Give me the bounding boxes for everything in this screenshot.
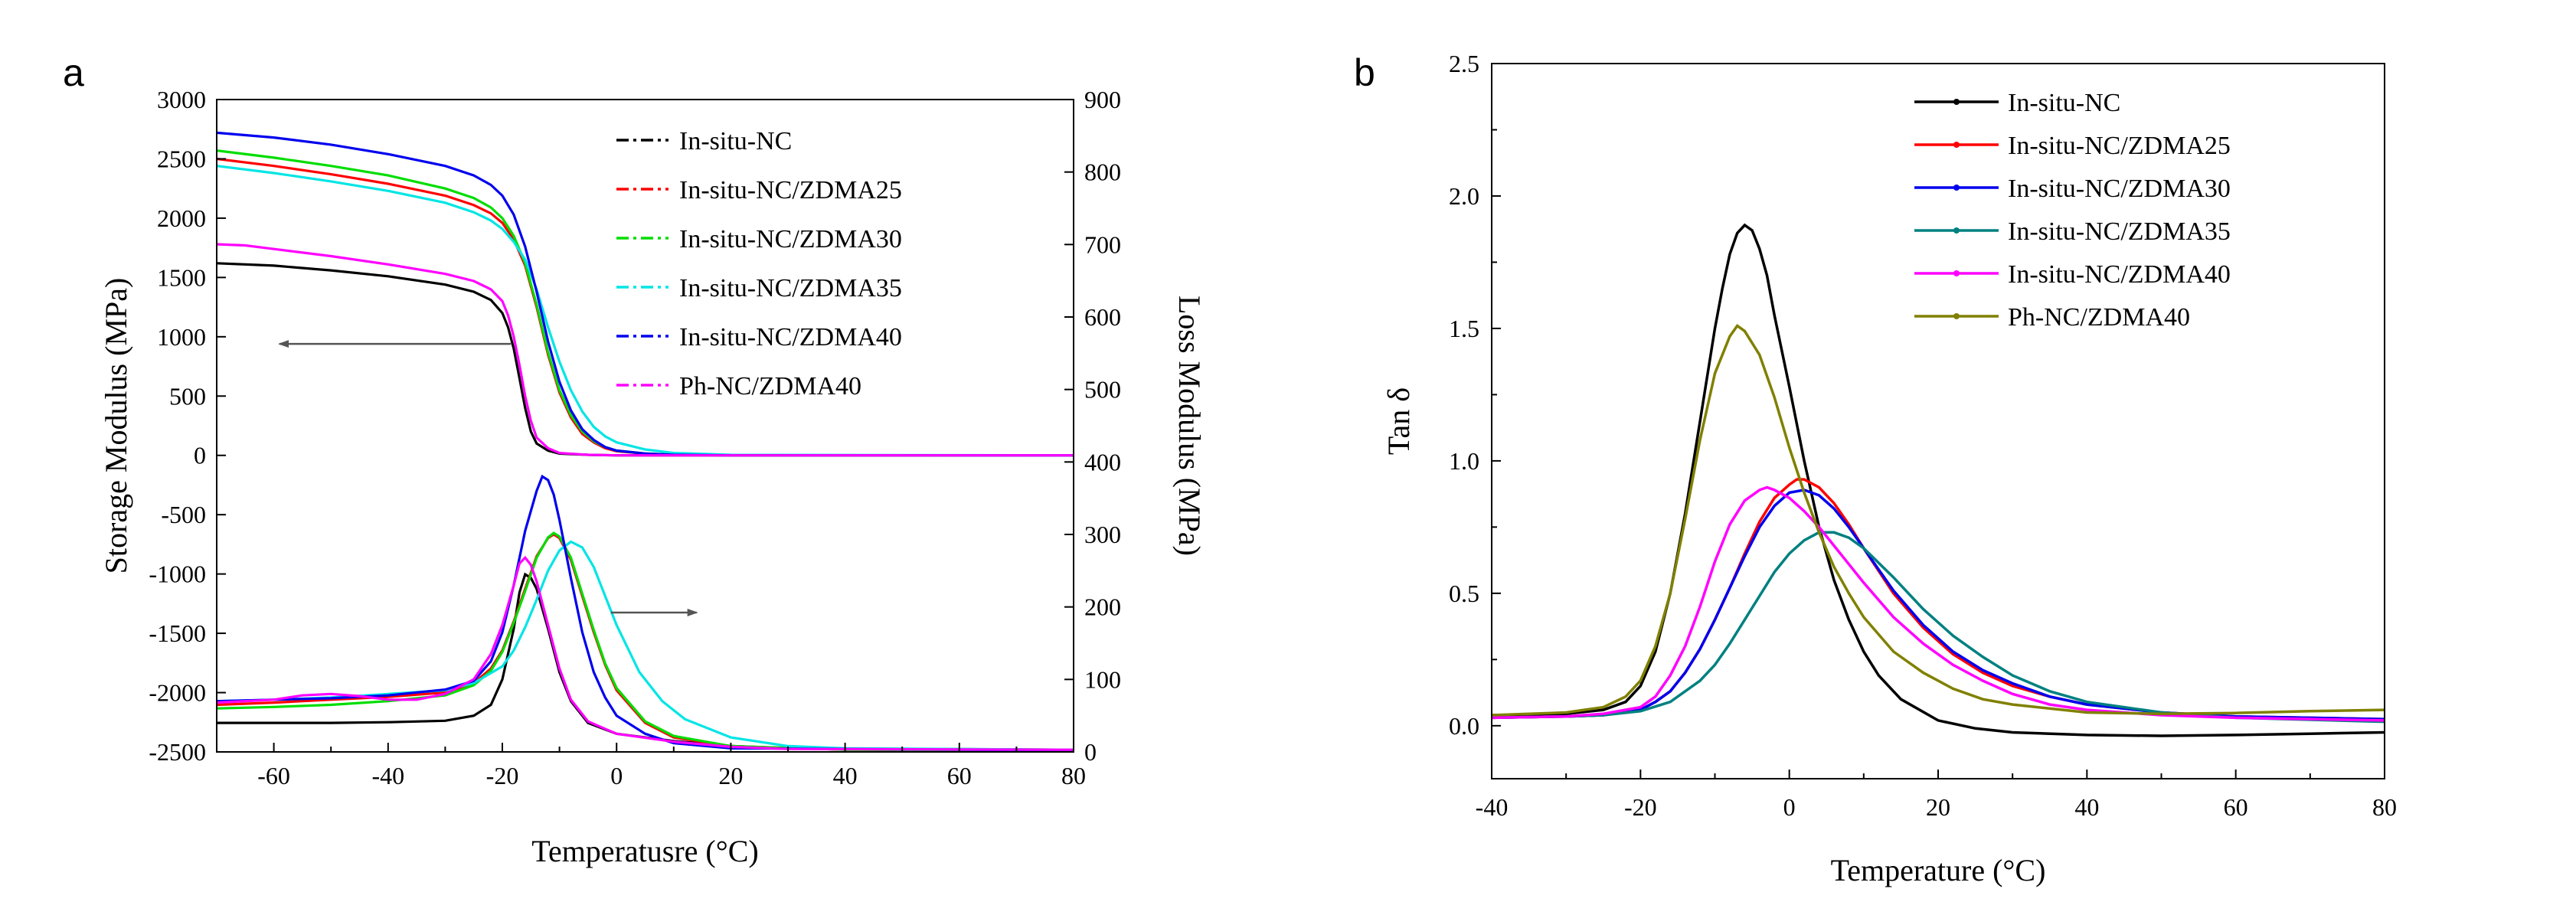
panel-b-legend-marker xyxy=(1953,99,1960,105)
panel-a-storage-line-1 xyxy=(217,157,1074,457)
panel-a-y2-axis-title: Loss Modulus (MPa) xyxy=(1172,296,1207,556)
panel-a-legend: In-situ-NC In-situ-NC/ZDMA25 In-situ-NC/ZD… xyxy=(616,127,902,400)
panel-a-y2-tick-label: 600 xyxy=(1084,303,1121,331)
panel-a-y-tick-label: 500 xyxy=(169,382,206,410)
panel-b-legend-label: In-situ-NC/ZDMA40 xyxy=(2008,260,2231,289)
panel-b-x-tick-label: 0 xyxy=(1783,793,1796,821)
panel-b-tan-delta-line-2 xyxy=(1492,489,2385,721)
panel-b-legend-marker xyxy=(1953,227,1960,234)
panel-a-x-tick-label: -40 xyxy=(371,762,404,789)
panel-a-x-tick-label: 20 xyxy=(718,762,743,789)
panel-a-loss-line-4 xyxy=(217,474,1074,752)
panel-a-y-tick-label: 0 xyxy=(194,442,206,469)
panel-a-legend-label: In-situ-NC/ZDMA25 xyxy=(679,176,902,204)
panel-a-loss-line-3 xyxy=(217,540,1074,751)
panel-b-legend-label: In-situ-NC/ZDMA35 xyxy=(2008,217,2231,246)
panel-a-legend-label: In-situ-NC/ZDMA35 xyxy=(679,274,902,302)
panel-b-x-axis-title: Temperature (°C) xyxy=(1831,853,2046,887)
panel-a-y-tick-label: 2000 xyxy=(157,204,206,232)
panel-b-x-tick-label: 80 xyxy=(2372,793,2397,821)
panel-a-y2-tick-label: 700 xyxy=(1084,230,1121,258)
panel-b-legend-marker xyxy=(1953,270,1960,276)
panel-b-y-axis-title: Tan δ xyxy=(1381,387,1416,455)
panel-a-y-tick-label: 2500 xyxy=(157,145,206,172)
panel-a-legend-label: In-situ-NC/ZDMA30 xyxy=(679,225,902,253)
panel-b-y-tick-label: 0.0 xyxy=(1449,712,1479,740)
panel-a-y2-tick-label: 400 xyxy=(1084,448,1121,475)
panel-a-x-tick-label: 40 xyxy=(833,762,858,789)
panel-a-y-tick-label: -2000 xyxy=(149,679,206,707)
panel-b-legend-label: In-situ-NC/ZDMA30 xyxy=(2008,175,2231,203)
panel-a-legend-label: Ph-NC/ZDMA40 xyxy=(679,372,861,400)
panel-b-chart: b -40 -20 0 20 40 60 80 0.0 0.5 1.0 1.5 2.0 2.5 Tem… xyxy=(1354,50,2397,887)
panel-b-plot-frame xyxy=(1491,63,2385,779)
panel-b-y-tick-label: 2.0 xyxy=(1449,182,1479,210)
panel-a-legend-label: In-situ-NC/ZDMA40 xyxy=(679,323,902,351)
panel-a-x-tick-label: -60 xyxy=(257,762,290,789)
panel-a-storage-line-3 xyxy=(217,165,1074,457)
panel-b-x-tick-label: 40 xyxy=(2074,793,2099,821)
panel-a-y2-tick-label: 300 xyxy=(1084,521,1121,548)
panel-a-x-tick-label: -20 xyxy=(486,762,519,789)
panel-a-x-ticks: -60 -40 -20 0 20 40 60 80 xyxy=(216,743,1086,789)
panel-b-legend: In-situ-NC In-situ-NC/ZDMA25 In-situ-NC/ZD… xyxy=(1914,89,2231,332)
panel-a-chart: a -60 -40 -20 0 20 40 60 80 -2500 -2000 -1500 -100… xyxy=(63,51,1207,868)
panel-a-letter: a xyxy=(63,51,84,94)
panel-b-y-tick-label: 1.5 xyxy=(1449,315,1479,342)
panel-a-y-axis-title: Storage Modulus (MPa) xyxy=(99,278,133,574)
panel-a-y2-ticks: 0 100 200 300 400 500 600 700 800 900 xyxy=(1064,86,1121,766)
panel-b-x-tick-label: -40 xyxy=(1476,793,1509,821)
panel-b-x-ticks: -40 -20 0 20 40 60 80 xyxy=(1476,770,2397,821)
panel-b-y-tick-label: 2.5 xyxy=(1449,50,1479,77)
panel-a-y-tick-label: -1500 xyxy=(149,619,206,647)
panel-a-loss-line-5 xyxy=(217,555,1074,751)
panel-b-y-tick-label: 1.0 xyxy=(1449,447,1479,475)
panel-b-legend-label: Ph-NC/ZDMA40 xyxy=(2008,303,2190,332)
panel-a-y2-tick-label: 0 xyxy=(1084,738,1097,766)
panel-b-y-ticks: 0.0 0.5 1.0 1.5 2.0 2.5 xyxy=(1449,50,1501,740)
panel-b-legend-label: In-situ-NC/ZDMA25 xyxy=(2008,132,2231,160)
panel-b-tan-delta-line-5 xyxy=(1492,324,2385,717)
panel-b-tan-delta-line-4 xyxy=(1492,485,2385,722)
panel-b-letter: b xyxy=(1354,51,1375,94)
panel-a-y-tick-label: -500 xyxy=(161,501,206,528)
panel-b-x-tick-label: 60 xyxy=(2224,793,2248,821)
panel-a-y2-tick-label: 500 xyxy=(1084,376,1121,404)
panel-a-loss-line-2 xyxy=(217,531,1074,752)
panel-a-loss-line-1 xyxy=(217,533,1074,752)
panel-a-storage-line-0 xyxy=(217,262,1074,457)
panel-a-plot-frame xyxy=(216,99,1074,753)
panel-a-arrows xyxy=(278,340,698,616)
panel-a-storage-line-2 xyxy=(217,149,1074,457)
panel-a-y-tick-label: 3000 xyxy=(157,86,206,113)
panel-a-y2-tick-label: 100 xyxy=(1084,665,1121,693)
panel-a-storage-line-5 xyxy=(217,243,1074,457)
panel-b-tan-delta-line-3 xyxy=(1492,531,2385,724)
panel-a-storage-line-4 xyxy=(217,131,1074,457)
panel-a-x-tick-label: 80 xyxy=(1061,762,1086,789)
panel-a-y2-tick-label: 900 xyxy=(1084,86,1121,113)
panel-b-legend-marker xyxy=(1953,142,1960,148)
panel-b-y-tick-label: 0.5 xyxy=(1449,580,1479,607)
panel-b-tan-delta-line-1 xyxy=(1492,478,2385,721)
panel-a-y2-tick-label: 800 xyxy=(1084,158,1121,186)
panel-a-legend-label: In-situ-NC xyxy=(679,127,792,155)
panel-a-y-tick-label: -2500 xyxy=(149,738,206,766)
panel-a-y-tick-label: 1000 xyxy=(157,323,206,351)
panel-a-y-tick-label: 1500 xyxy=(157,263,206,291)
panel-b-x-tick-label: -20 xyxy=(1624,793,1657,821)
panel-a-x-axis-title: Temperatusre (°C) xyxy=(531,834,758,868)
panel-b-tan-delta-line-0 xyxy=(1492,223,2385,737)
panel-a-x-tick-label: 0 xyxy=(610,762,623,789)
panel-a-y-ticks: -2500 -2000 -1500 -1000 -500 0 500 1000 1500 2000… xyxy=(149,86,226,766)
panel-a-y2-tick-label: 200 xyxy=(1084,593,1121,621)
panel-a-x-tick-label: 60 xyxy=(947,762,972,789)
panel-b-legend-label: In-situ-NC xyxy=(2008,89,2120,117)
panel-b-legend-marker xyxy=(1953,313,1960,319)
panel-b-x-tick-label: 20 xyxy=(1926,793,1950,821)
panel-b-legend-marker xyxy=(1953,185,1960,191)
panel-a-y-tick-label: -1000 xyxy=(149,560,206,588)
